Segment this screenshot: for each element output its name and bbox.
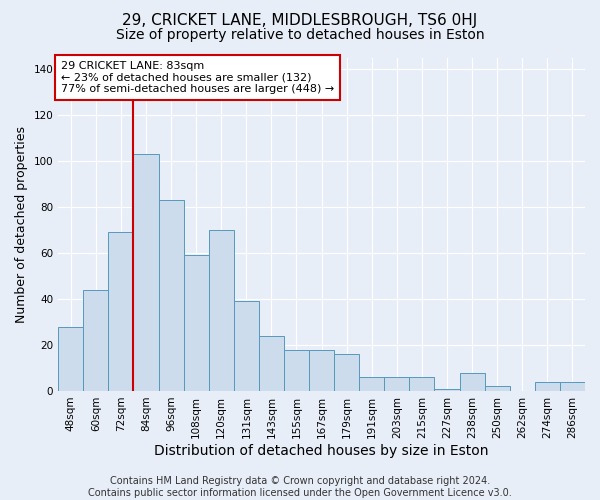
Bar [184,256,209,391]
Bar [409,377,434,391]
Bar [284,350,309,391]
Bar [109,232,133,391]
Bar [385,377,409,391]
Text: 29, CRICKET LANE, MIDDLESBROUGH, TS6 0HJ: 29, CRICKET LANE, MIDDLESBROUGH, TS6 0HJ [122,12,478,28]
Bar [259,336,284,391]
Bar [133,154,158,391]
Bar [209,230,234,391]
Bar [58,326,83,391]
Y-axis label: Number of detached properties: Number of detached properties [15,126,28,322]
Bar [485,386,510,391]
Bar [83,290,109,391]
Bar [309,350,334,391]
Text: Contains HM Land Registry data © Crown copyright and database right 2024.
Contai: Contains HM Land Registry data © Crown c… [88,476,512,498]
Text: 29 CRICKET LANE: 83sqm
← 23% of detached houses are smaller (132)
77% of semi-de: 29 CRICKET LANE: 83sqm ← 23% of detached… [61,61,334,94]
Bar [158,200,184,391]
Bar [535,382,560,391]
Text: Size of property relative to detached houses in Eston: Size of property relative to detached ho… [116,28,484,42]
Bar [359,377,385,391]
Bar [334,354,359,391]
Bar [234,302,259,391]
Bar [460,372,485,391]
Bar [434,388,460,391]
Bar [560,382,585,391]
X-axis label: Distribution of detached houses by size in Eston: Distribution of detached houses by size … [154,444,489,458]
